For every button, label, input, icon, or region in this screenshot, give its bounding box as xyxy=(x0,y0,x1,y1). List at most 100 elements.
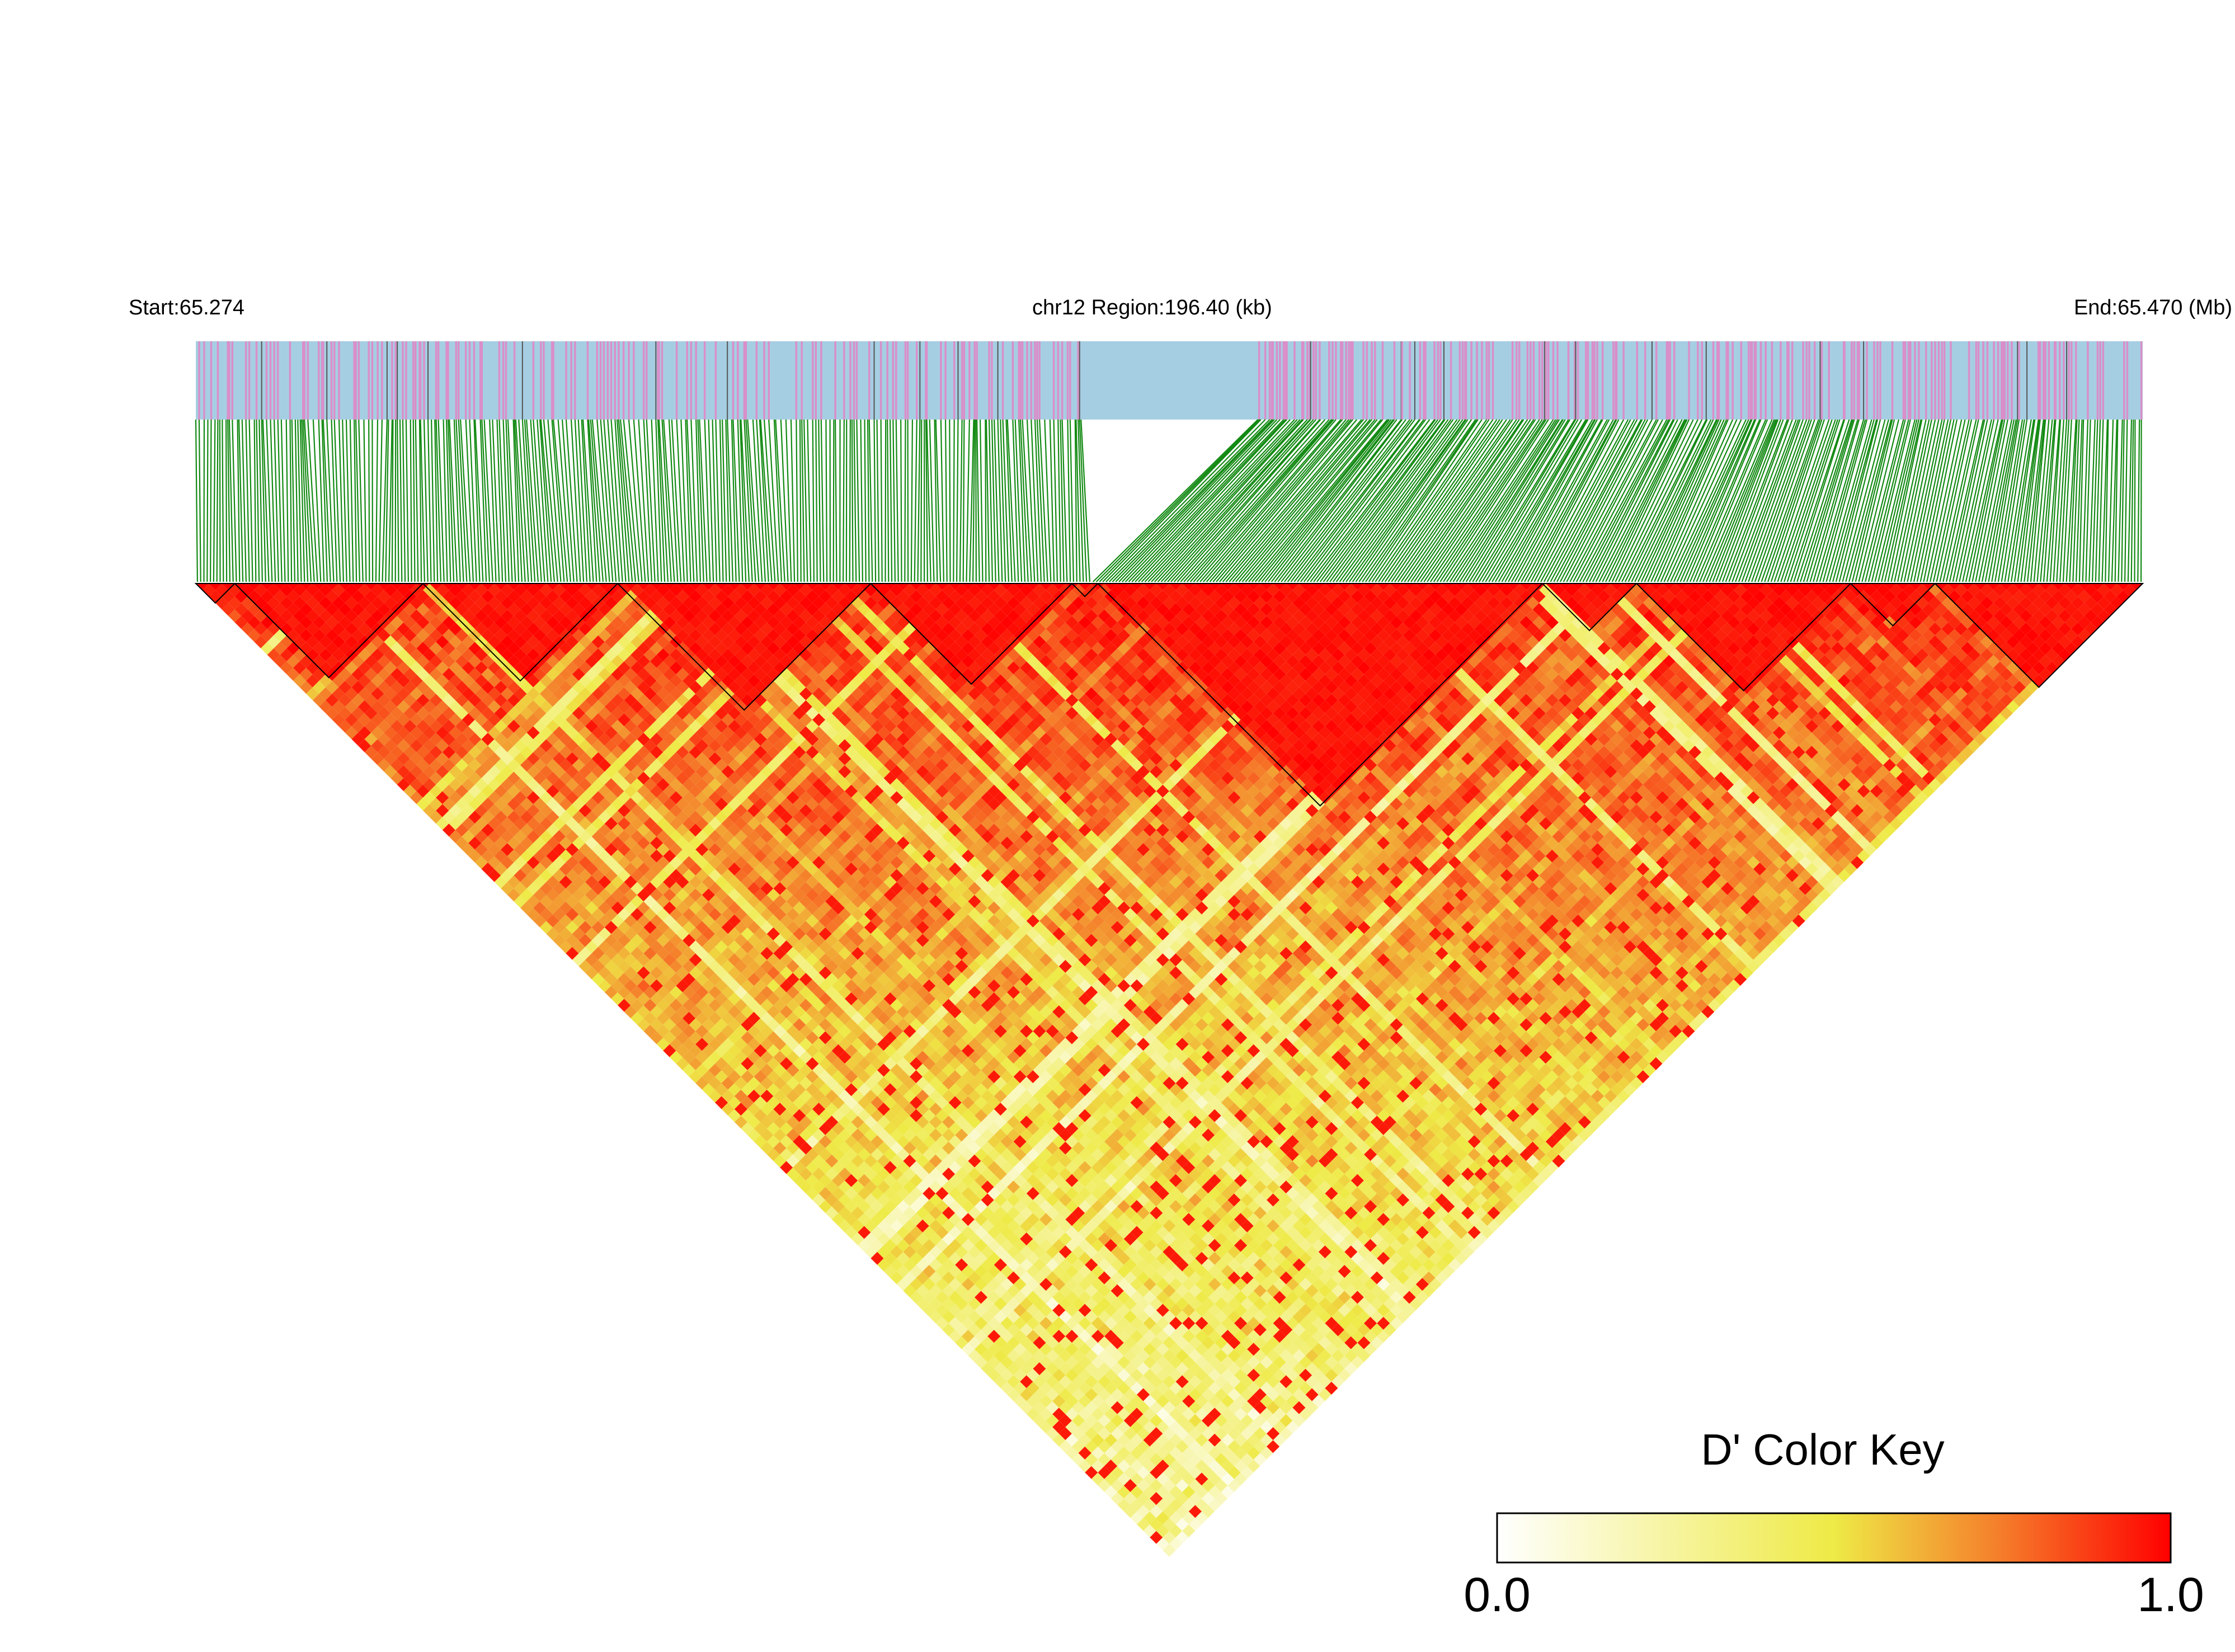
snp-position-track xyxy=(196,341,2143,420)
ld-cell xyxy=(286,642,300,655)
ld-cell xyxy=(637,953,650,967)
ld-cell xyxy=(1000,1316,1014,1330)
ld-cell xyxy=(377,732,390,746)
snp-connector xyxy=(732,419,740,582)
ld-cell xyxy=(1058,1440,1072,1453)
ld-cell xyxy=(533,888,547,902)
ld-cell xyxy=(721,1063,735,1077)
ld-cell xyxy=(961,1316,975,1330)
ld-cell xyxy=(416,746,430,759)
snp-connector xyxy=(1832,419,1878,582)
ld-cell xyxy=(1085,1453,1098,1466)
ld-cell xyxy=(267,583,280,597)
snp-connector xyxy=(1546,419,1635,582)
ld-cell xyxy=(838,1206,851,1220)
ld-cell xyxy=(604,986,618,999)
snp-connector xyxy=(1975,419,2008,582)
ld-cell xyxy=(514,895,527,908)
snp-connector xyxy=(1910,419,1945,582)
ld-cell xyxy=(994,1310,1007,1324)
snp-connector xyxy=(355,419,360,582)
ld-cell xyxy=(390,694,404,707)
snp-connector xyxy=(889,419,893,582)
snp-connector xyxy=(1968,419,2004,582)
ld-cell xyxy=(812,1193,826,1207)
snp-connector xyxy=(1530,419,1617,582)
ld-cell xyxy=(546,876,559,889)
ld-cell xyxy=(319,635,332,648)
ld-cell xyxy=(1163,1543,1176,1557)
ld-cell xyxy=(371,739,384,752)
snp-connector xyxy=(1965,419,2002,582)
ld-cell xyxy=(1000,1330,1014,1343)
snp-connector xyxy=(349,419,354,582)
ld-cell xyxy=(442,746,455,759)
snp-connector xyxy=(1676,419,1752,582)
snp-connector xyxy=(2105,419,2109,582)
snp-connector xyxy=(1589,419,1674,582)
ld-cell xyxy=(442,797,455,811)
ld-cell xyxy=(390,707,404,720)
snp-connector xyxy=(302,419,312,582)
ld-cell xyxy=(338,719,352,733)
snp-connector xyxy=(1579,419,1668,582)
ld-cell xyxy=(566,908,579,921)
snp-connector xyxy=(2082,419,2089,582)
snp-connector xyxy=(1959,419,1995,582)
snp-connector xyxy=(1654,419,1728,582)
snp-connector xyxy=(775,419,785,582)
ld-cell xyxy=(384,713,397,727)
snp-connector xyxy=(740,419,750,582)
ld-cell xyxy=(806,1187,819,1200)
snp-connector xyxy=(1173,419,1320,582)
snp-connector xyxy=(385,419,389,582)
ld-cell xyxy=(403,719,417,733)
ld-cell xyxy=(274,629,287,642)
snp-connector xyxy=(261,419,266,582)
ld-cell xyxy=(598,940,611,954)
ld-cell xyxy=(864,1193,877,1207)
ld-cell xyxy=(261,629,274,642)
snp-connector xyxy=(925,419,928,582)
ld-cell xyxy=(390,771,404,785)
ld-cell xyxy=(1085,1466,1098,1479)
snp-connector xyxy=(312,419,322,582)
snp-connector xyxy=(695,419,701,582)
ld-cell xyxy=(728,1057,741,1070)
ld-cell xyxy=(968,1323,981,1336)
ld-cell xyxy=(234,616,248,629)
ld-cell xyxy=(585,927,599,940)
snp-connector xyxy=(1761,419,1819,582)
ld-cell xyxy=(637,1005,650,1019)
snp-connector xyxy=(1429,419,1540,582)
snp-connector xyxy=(1784,419,1838,582)
ld-cell xyxy=(332,635,345,648)
snp-connector xyxy=(1735,419,1797,582)
ld-cell xyxy=(1000,1381,1014,1395)
ld-cell xyxy=(423,791,436,804)
ld-cell xyxy=(968,1284,981,1297)
ld-cell xyxy=(669,1038,683,1051)
ld-cell xyxy=(656,1024,670,1038)
snp-connector xyxy=(976,419,980,582)
ld-cell xyxy=(766,1122,780,1135)
snp-connector xyxy=(551,419,565,582)
ld-cell xyxy=(1104,1420,1118,1434)
ld-cell xyxy=(890,1258,904,1272)
snp-connector xyxy=(1595,419,1678,582)
snp-connector xyxy=(1439,419,1547,582)
snp-connector xyxy=(1235,419,1372,582)
ld-cell xyxy=(903,1219,916,1232)
ld-cell xyxy=(1169,1511,1183,1524)
snp-connector xyxy=(1988,419,2018,582)
ld-cell xyxy=(618,947,631,960)
snp-connector xyxy=(1569,419,1657,582)
ld-cell xyxy=(1117,1472,1131,1486)
ld-cell xyxy=(299,681,313,694)
ld-cell xyxy=(799,1141,812,1155)
snp-connector xyxy=(1375,419,1488,582)
ld-cell xyxy=(351,732,365,746)
snp-connector xyxy=(1673,419,1749,582)
snp-connector xyxy=(2130,419,2134,582)
ld-cell xyxy=(228,596,242,610)
